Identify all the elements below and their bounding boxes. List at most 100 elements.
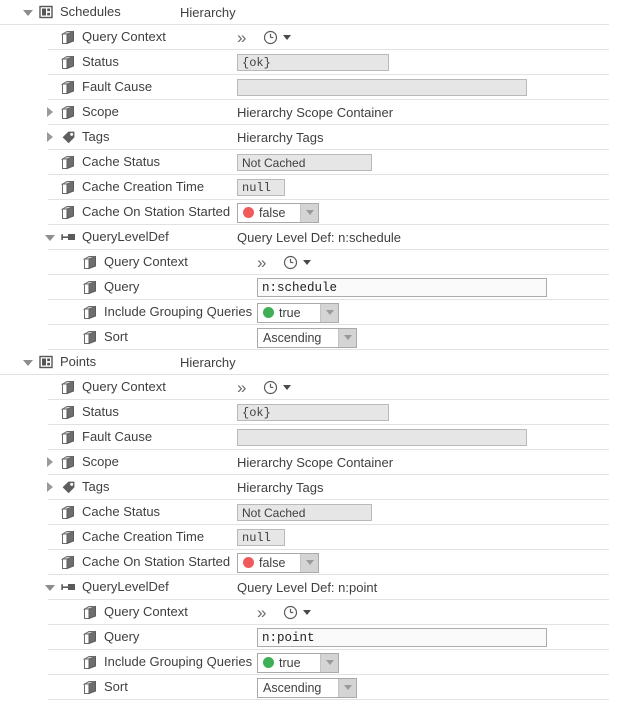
triangle-down-icon[interactable]	[44, 231, 56, 243]
twisty-spacer	[44, 531, 56, 543]
twisty-spacer	[44, 181, 56, 193]
triangle-right-icon[interactable]	[44, 456, 56, 468]
value-dropdown[interactable]: false	[237, 202, 319, 223]
chevron-down-icon[interactable]	[338, 678, 356, 697]
property-row-pts-status[interactable]: Status {ok}	[0, 400, 617, 425]
row-separator	[48, 99, 609, 100]
property-row-pts-tags[interactable]: Tags Hierarchy Tags	[0, 475, 617, 500]
value-dropdown[interactable]: Ascending	[257, 677, 357, 698]
chevron-down-icon[interactable]	[338, 328, 356, 347]
chevron-down-icon[interactable]	[283, 35, 292, 40]
value-text: Query Level Def: n:schedule	[237, 230, 402, 245]
property-row-pts-qld[interactable]: QueryLevelDef Query Level Def: n:point	[0, 575, 617, 600]
property-row-sch-status[interactable]: Status {ok}	[0, 50, 617, 75]
property-label: Query Context	[104, 604, 188, 619]
readonly-value-field	[237, 429, 527, 446]
property-row-points[interactable]: Points Hierarchy	[0, 350, 617, 375]
property-label: Query	[104, 629, 140, 644]
chevron-down-icon[interactable]	[320, 653, 338, 672]
property-row-sch-cache-creation[interactable]: Cache Creation Time null	[0, 175, 617, 200]
double-chevron-right-icon[interactable]: »	[257, 603, 267, 622]
property-cube-icon	[60, 529, 76, 545]
value-text: Hierarchy Scope Container	[237, 105, 394, 120]
clock-icon	[263, 30, 278, 45]
double-chevron-right-icon[interactable]: »	[237, 28, 247, 47]
value-text: Hierarchy Tags	[237, 130, 324, 145]
property-cube-icon	[82, 654, 98, 670]
property-value-cell: Hierarchy Tags	[237, 475, 323, 500]
property-row-sch-fault-cause[interactable]: Fault Cause	[0, 75, 617, 100]
property-value-cell: true	[257, 300, 339, 325]
property-row-schedules[interactable]: Schedules Hierarchy	[0, 0, 617, 25]
query-input[interactable]: n:schedule	[257, 278, 547, 297]
row-separator	[0, 24, 609, 25]
clock-dropdown[interactable]	[283, 605, 312, 620]
property-row-pts-scope[interactable]: Scope Hierarchy Scope Container	[0, 450, 617, 475]
value-dropdown[interactable]: Ascending	[257, 327, 357, 348]
double-chevron-right-icon[interactable]: »	[237, 378, 247, 397]
property-label: Include Grouping Queries	[104, 654, 253, 669]
property-label: Query Context	[82, 379, 166, 394]
property-row-sch-qld-include[interactable]: Include Grouping Queries true	[0, 300, 617, 325]
property-cube-icon	[60, 404, 76, 420]
chevron-down-icon[interactable]	[300, 553, 318, 572]
property-row-sch-qld-query[interactable]: Query n:schedule	[0, 275, 617, 300]
property-value-cell: Not Cached	[237, 150, 372, 175]
twisty-spacer	[66, 306, 78, 318]
property-row-pts-qld-include[interactable]: Include Grouping Queries true	[0, 650, 617, 675]
triangle-right-icon[interactable]	[44, 481, 56, 493]
triangle-right-icon[interactable]	[44, 131, 56, 143]
twisty-spacer	[44, 431, 56, 443]
triangle-right-icon[interactable]	[44, 106, 56, 118]
chevron-down-icon[interactable]	[320, 303, 338, 322]
property-row-pts-cache-creation[interactable]: Cache Creation Time null	[0, 525, 617, 550]
property-value-cell: Ascending	[257, 325, 357, 350]
clock-dropdown[interactable]	[263, 380, 292, 395]
property-value-cell: »	[257, 250, 312, 275]
property-cube-icon	[60, 104, 76, 120]
property-row-sch-query-context[interactable]: Query Context »	[0, 25, 617, 50]
double-chevron-right-icon[interactable]: »	[257, 253, 267, 272]
row-separator	[48, 499, 609, 500]
property-row-sch-qld-sort[interactable]: Sort Ascending	[0, 325, 617, 350]
clock-dropdown[interactable]	[263, 30, 292, 45]
clock-dropdown[interactable]	[283, 255, 312, 270]
query-input[interactable]: n:point	[257, 628, 547, 647]
value-dropdown[interactable]: true	[257, 302, 339, 323]
triangle-down-icon[interactable]	[22, 356, 34, 368]
property-value-cell: Query Level Def: n:point	[237, 575, 377, 600]
value-dropdown[interactable]: false	[237, 552, 319, 573]
component-window-icon	[38, 354, 54, 370]
property-row-sch-cache-on-start[interactable]: Cache On Station Started false	[0, 200, 617, 225]
property-row-pts-cache-on-start[interactable]: Cache On Station Started false	[0, 550, 617, 575]
chevron-down-icon[interactable]	[283, 385, 292, 390]
property-row-pts-qld-query[interactable]: Query n:point	[0, 625, 617, 650]
property-cube-icon	[82, 329, 98, 345]
component-window-icon	[38, 4, 54, 20]
twisty-spacer	[66, 631, 78, 643]
chevron-down-icon[interactable]	[300, 203, 318, 222]
property-label: Status	[82, 404, 119, 419]
property-row-pts-cache-status[interactable]: Cache Status Not Cached	[0, 500, 617, 525]
chevron-down-icon[interactable]	[303, 610, 312, 615]
dropdown-value-label: true	[279, 305, 301, 320]
twisty-spacer	[66, 606, 78, 618]
chevron-down-icon[interactable]	[303, 260, 312, 265]
property-row-sch-scope[interactable]: Scope Hierarchy Scope Container	[0, 100, 617, 125]
property-label: Cache Status	[82, 504, 161, 519]
property-row-sch-qld-query-ctx[interactable]: Query Context »	[0, 250, 617, 275]
property-row-pts-qld-sort[interactable]: Sort Ascending	[0, 675, 617, 700]
property-row-pts-query-context[interactable]: Query Context »	[0, 375, 617, 400]
triangle-down-icon[interactable]	[22, 6, 34, 18]
property-row-sch-cache-status[interactable]: Cache Status Not Cached	[0, 150, 617, 175]
property-row-sch-qld[interactable]: QueryLevelDef Query Level Def: n:schedule	[0, 225, 617, 250]
triangle-down-icon[interactable]	[44, 581, 56, 593]
query-context-actions: »	[257, 253, 312, 272]
property-value-cell: Hierarchy Tags	[237, 125, 323, 150]
property-row-sch-tags[interactable]: Tags Hierarchy Tags	[0, 125, 617, 150]
property-row-pts-qld-query-ctx[interactable]: Query Context »	[0, 600, 617, 625]
value-dropdown[interactable]: true	[257, 652, 339, 673]
dropdown-value-label: Ascending	[263, 680, 322, 695]
property-row-pts-fault-cause[interactable]: Fault Cause	[0, 425, 617, 450]
